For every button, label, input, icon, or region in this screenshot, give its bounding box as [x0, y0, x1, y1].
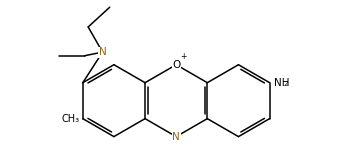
Text: N: N — [172, 132, 180, 142]
Text: O: O — [172, 60, 180, 70]
Text: NH: NH — [274, 78, 289, 88]
Text: N: N — [99, 47, 106, 57]
Text: CH₃: CH₃ — [62, 114, 80, 124]
Text: 2: 2 — [283, 81, 287, 87]
Text: +: + — [180, 52, 186, 61]
